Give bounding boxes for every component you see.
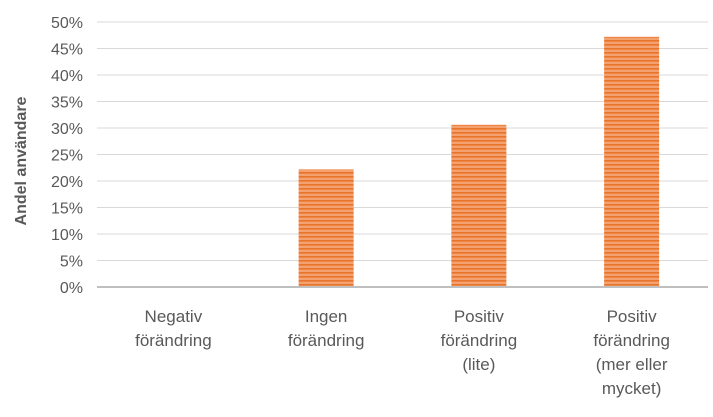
y-tick-label: 0% — [60, 280, 83, 297]
bars — [298, 36, 660, 288]
y-axis-title: Andel användare — [13, 96, 30, 225]
y-tick-label: 5% — [60, 254, 83, 271]
y-tick-label: 10% — [51, 227, 83, 244]
y-tick-label: 35% — [51, 95, 83, 112]
y-axis-ticks: 0% 5% 10% 15% 20% 25% 30% 35% 40% 45% 50% — [51, 15, 83, 297]
y-tick-label: 30% — [51, 121, 83, 138]
x-axis-labels: Negativ förändring Ingen förändring Positiv f… — [135, 307, 670, 398]
x-tick-label: Positiv förändring (lite) — [441, 307, 518, 374]
y-tick-label: 25% — [51, 148, 83, 165]
y-tick-label: 45% — [51, 42, 83, 59]
y-tick-label: 20% — [51, 174, 83, 191]
y-tick-label: 50% — [51, 15, 83, 32]
bar — [451, 124, 507, 287]
bar — [604, 36, 660, 288]
x-tick-label: Ingen förändring — [288, 307, 365, 350]
bar — [298, 169, 354, 287]
y-tick-label: 15% — [51, 201, 83, 218]
x-tick-label: Positiv förändring (mer eller mycket) — [593, 307, 670, 398]
gridlines — [97, 21, 708, 261]
y-tick-label: 40% — [51, 68, 83, 85]
x-tick-label: Negativ förändring — [135, 307, 212, 350]
